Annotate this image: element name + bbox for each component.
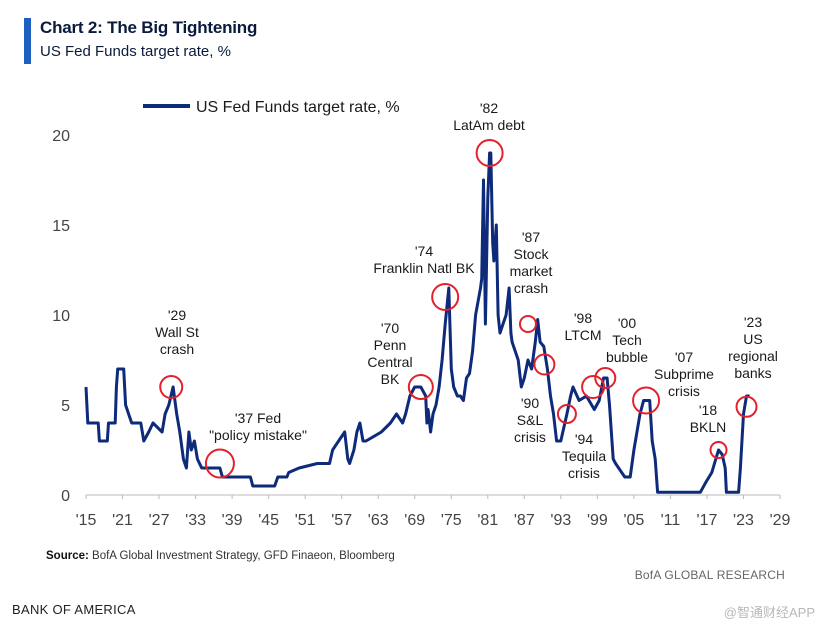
event-annotation-text: '98: [574, 310, 592, 326]
chart-legend: US Fed Funds target rate, %: [143, 99, 400, 116]
event-annotation-text: crisis: [514, 429, 546, 445]
event-highlights: [159, 139, 758, 479]
x-tick-label: '05: [623, 512, 644, 529]
event-highlight-circle: [533, 353, 556, 376]
y-tick-label: 5: [61, 398, 70, 415]
x-tick-label: '87: [514, 512, 535, 529]
event-annotation-text: BK: [381, 371, 400, 387]
event-annotation-text: '87: [522, 229, 540, 245]
x-tick-label: '15: [76, 512, 97, 529]
x-tick-label: '27: [149, 512, 170, 529]
event-annotation-text: '07: [675, 349, 693, 365]
event-annotation-text: "policy mistake": [209, 427, 307, 443]
event-annotation-text: LatAm debt: [453, 117, 525, 133]
source-note: Source: BofA Global Investment Strategy,…: [46, 550, 395, 562]
x-tick-label: '57: [331, 512, 352, 529]
chart-axes: '15 '21 '27 '33 '39 '45 '51 '57 '63 '69 '75 '81 '87 '…: [52, 128, 790, 529]
x-tick-label: '33: [185, 512, 206, 529]
chart-title: Chart 2: The Big Tightening: [40, 18, 258, 37]
event-annotation-text: '23: [744, 314, 762, 330]
x-tick-label: '75: [441, 512, 462, 529]
event-highlight-circle: [709, 441, 728, 459]
event-annotation-text: crisis: [568, 465, 600, 481]
x-tick-label: '21: [112, 512, 133, 529]
chart-subtitle: US Fed Funds target rate, %: [40, 43, 231, 60]
event-annotation-text: crisis: [668, 383, 700, 399]
event-annotation-text: '18: [699, 402, 717, 418]
x-tick-label: '39: [222, 512, 243, 529]
event-annotation-text: Tech: [612, 332, 642, 348]
y-tick-label: 0: [61, 488, 70, 505]
event-annotation-text: Stock: [513, 246, 549, 262]
x-tick-label: '51: [295, 512, 316, 529]
event-annotation-text: S&L: [517, 412, 544, 428]
event-annotation-text: '00: [618, 315, 636, 331]
event-annotation-text: '74: [415, 243, 433, 259]
event-annotation-text: Central: [367, 354, 412, 370]
event-annotation-text: '94: [575, 431, 593, 447]
event-annotation-text: BKLN: [690, 419, 727, 435]
event-annotation-text: '70: [381, 320, 399, 336]
event-highlight-circle: [594, 367, 617, 389]
event-annotation-text: bubble: [606, 349, 648, 365]
fed-funds-line: [84, 151, 750, 494]
event-annotation-text: Tequila: [562, 448, 607, 464]
event-annotation-text: Wall St: [155, 324, 199, 340]
event-annotation-text: market: [510, 263, 553, 279]
x-tick-label: '69: [404, 512, 425, 529]
event-highlight-circle: [204, 448, 235, 479]
event-annotation-text: regional: [728, 348, 778, 364]
event-highlight-circle: [475, 139, 504, 167]
event-highlight-circle: [632, 386, 661, 415]
source-label: Source:: [46, 550, 89, 562]
event-annotation-text: '29: [168, 307, 186, 323]
event-highlight-circle: [431, 283, 460, 311]
event-highlight-circle: [159, 375, 184, 399]
x-tick-label: '23: [733, 512, 754, 529]
research-credit: BofA GLOBAL RESEARCH: [634, 568, 785, 582]
footer-brand: BANK OF AMERICA: [12, 602, 136, 617]
x-tick-label: '81: [477, 512, 498, 529]
event-highlight-circle: [407, 374, 434, 400]
event-annotation-text: Franklin Natl BK: [373, 260, 475, 276]
event-annotation-text: banks: [734, 365, 771, 381]
title-accent-bar: [24, 18, 31, 64]
x-tick-label: '93: [550, 512, 571, 529]
event-annotation-text: '90: [521, 395, 539, 411]
x-tick-label: '99: [587, 512, 608, 529]
y-tick-label: 15: [52, 218, 70, 235]
event-annotation-text: US: [743, 331, 762, 347]
event-highlight-circle: [518, 315, 537, 333]
x-tick-label: '63: [368, 512, 389, 529]
y-tick-label: 10: [52, 308, 70, 325]
x-tick-label: '17: [697, 512, 718, 529]
x-tick-label: '45: [258, 512, 279, 529]
y-tick-label: 20: [52, 128, 70, 145]
event-annotation-text: LTCM: [564, 327, 601, 343]
event-annotation-text: Penn: [374, 337, 407, 353]
event-highlight-circle: [735, 395, 758, 418]
legend-label: US Fed Funds target rate, %: [196, 99, 400, 116]
chart-series: [84, 151, 750, 494]
source-text: BofA Global Investment Strategy, GFD Fin…: [92, 550, 395, 562]
event-annotation-text: '37 Fed: [235, 410, 281, 426]
watermark: @智通财经APP: [723, 605, 815, 620]
event-annotation-text: Subprime: [654, 366, 714, 382]
event-annotation-text: crash: [514, 280, 548, 296]
event-annotation-text: '82: [480, 100, 498, 116]
x-tick-label: '29: [770, 512, 791, 529]
x-tick-label: '11: [661, 512, 681, 529]
event-annotation-text: crash: [160, 341, 194, 357]
event-highlight-circle: [556, 404, 577, 424]
